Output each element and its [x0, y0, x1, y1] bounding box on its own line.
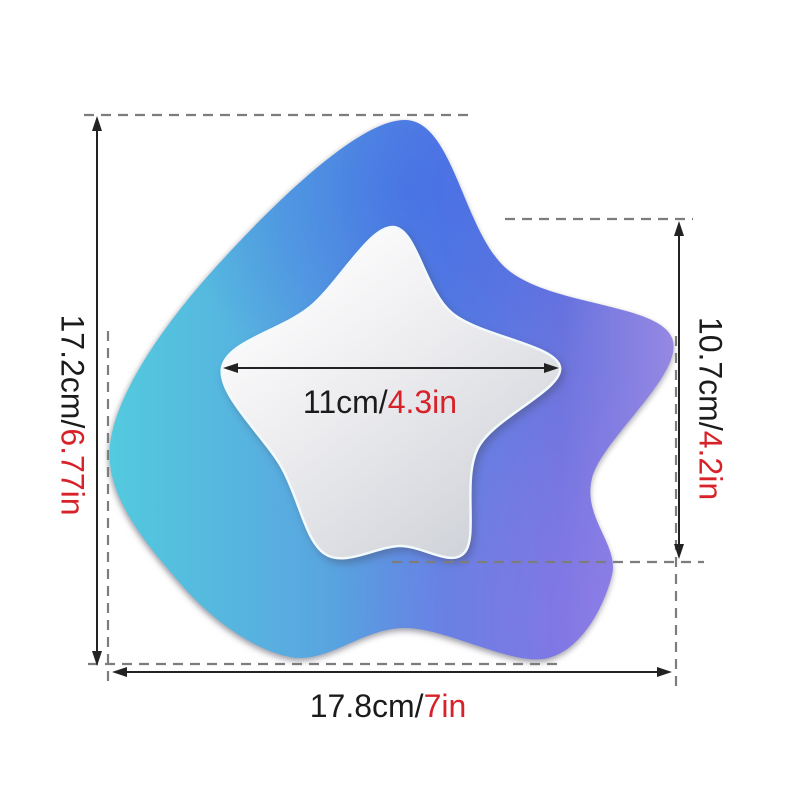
outer-mirror-shape: [109, 119, 674, 660]
inner-height-label: 10.7cm/4.2in: [692, 317, 729, 501]
inner-width-arrow: [223, 363, 559, 373]
inner-height-imperial: 4.2in: [692, 430, 729, 501]
inner-mirror-shape: [220, 225, 562, 560]
inner-height-arrow: [674, 221, 684, 559]
outer-width-arrow: [112, 667, 672, 677]
outer-height-label: 17.2cm/6.77in: [54, 314, 91, 516]
inner-width-metric: 11cm/: [302, 384, 388, 420]
outer-height-arrow: [92, 116, 102, 666]
inner-width-imperial: 4.3in: [387, 384, 458, 420]
guide-lines: [84, 113, 704, 686]
outer-height-imperial: 6.77in: [54, 428, 91, 516]
inner-width-label: 11cm/4.3in: [300, 384, 460, 421]
outer-width-imperial: 7in: [423, 688, 467, 724]
outer-width-metric: 17.8cm/: [309, 688, 424, 724]
outer-width-label: 17.8cm/7in: [308, 688, 468, 725]
outer-height-metric: 17.2cm/: [54, 314, 91, 429]
inner-height-metric: 10.7cm/: [692, 316, 729, 431]
